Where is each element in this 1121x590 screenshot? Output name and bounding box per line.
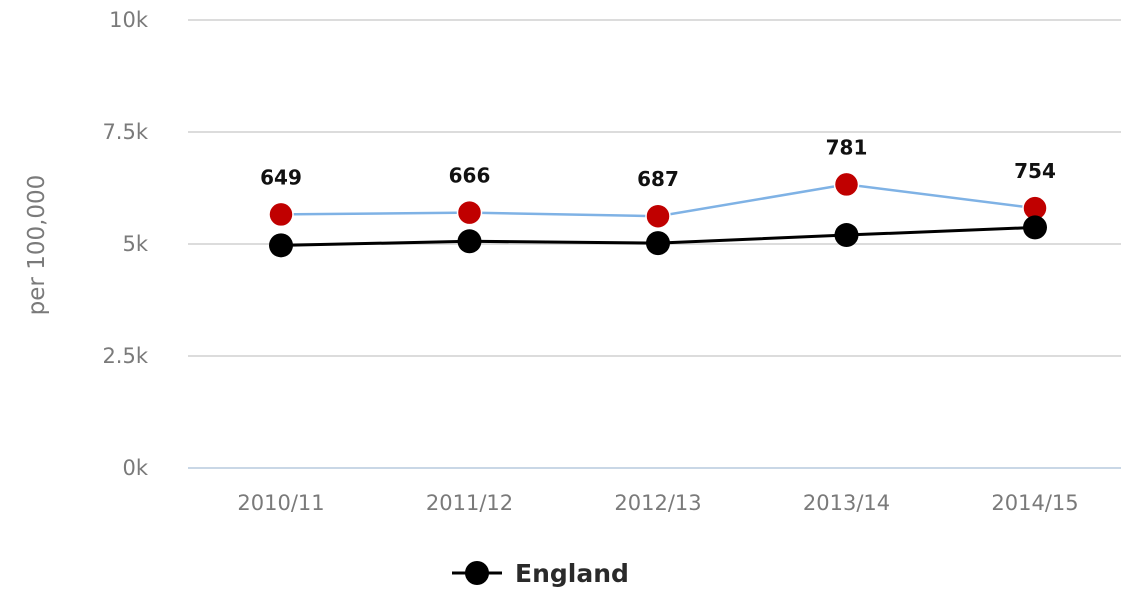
y-tick-label: 0k [122, 456, 148, 480]
y-tick-label: 7.5k [102, 120, 148, 144]
y-axis-title: per 100,000 [24, 175, 50, 316]
legend-label-england: England [515, 559, 629, 588]
y-tick-label: 5k [122, 232, 148, 256]
x-tick-label: 2011/12 [426, 491, 513, 515]
x-tick-label: 2012/13 [614, 491, 701, 515]
series-layer: 649 666 687 781 754 [260, 135, 1056, 258]
x-axis-tick-labels: 2010/11 2011/12 2012/13 2013/14 2014/15 [237, 491, 1078, 515]
data-point[interactable] [834, 223, 859, 248]
data-point[interactable] [645, 203, 671, 229]
x-tick-label: 2013/14 [803, 491, 890, 515]
x-tick-label: 2014/15 [991, 491, 1078, 515]
series-0: 649 666 687 781 754 [260, 135, 1056, 229]
series-1 [269, 215, 1047, 258]
y-tick-label: 10k [109, 8, 149, 32]
data-point[interactable] [646, 231, 670, 256]
data-point[interactable] [268, 201, 294, 228]
y-tick-label: 2.5k [102, 344, 148, 368]
data-point[interactable] [269, 233, 293, 258]
data-label: 687 [637, 167, 679, 191]
legend-marker-england [465, 561, 489, 585]
data-label: 666 [449, 164, 491, 188]
data-label: 649 [260, 165, 302, 189]
data-label: 754 [1014, 159, 1056, 183]
data-point[interactable] [1023, 215, 1047, 240]
data-label: 781 [826, 135, 868, 159]
legend[interactable]: England [452, 559, 629, 588]
data-point[interactable] [833, 171, 860, 198]
x-tick-label: 2010/11 [237, 491, 324, 515]
data-point[interactable] [456, 199, 483, 226]
y-axis-tick-labels: 0k 2.5k 5k 7.5k 10k [102, 8, 148, 480]
data-point[interactable] [457, 229, 482, 254]
